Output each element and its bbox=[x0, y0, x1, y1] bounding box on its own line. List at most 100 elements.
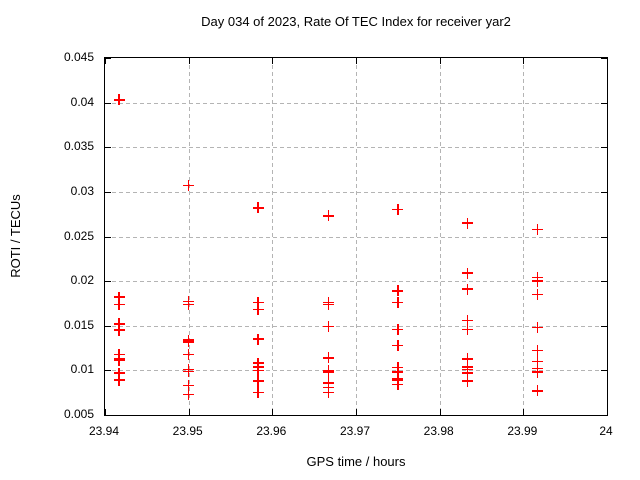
y-tick-label: 0.015 bbox=[63, 317, 94, 332]
y-tick-label: 0.005 bbox=[63, 407, 94, 421]
x-tick-label: 24 bbox=[599, 424, 613, 438]
data-point bbox=[183, 365, 195, 377]
x-tick-mark bbox=[439, 409, 441, 415]
data-point bbox=[252, 297, 264, 309]
data-point bbox=[532, 275, 544, 287]
data-point bbox=[461, 267, 473, 279]
data-point bbox=[252, 375, 264, 387]
x-tick-mark bbox=[607, 58, 608, 64]
data-point bbox=[532, 223, 544, 235]
data-point bbox=[392, 366, 404, 378]
y-tick-mark bbox=[601, 415, 607, 416]
x-tick-mark bbox=[356, 409, 357, 415]
data-point bbox=[532, 322, 544, 334]
y-tick-mark bbox=[601, 325, 607, 327]
data-point bbox=[113, 291, 125, 303]
y-tick-label: 0.04 bbox=[70, 94, 94, 109]
x-gridline bbox=[272, 58, 274, 415]
x-tick-mark bbox=[272, 409, 274, 415]
data-point bbox=[461, 375, 473, 387]
data-point bbox=[113, 318, 125, 330]
data-point bbox=[532, 289, 544, 300]
data-point bbox=[322, 210, 334, 222]
y-tick-mark bbox=[105, 191, 111, 193]
x-tick-label: 23.95 bbox=[172, 424, 203, 438]
y-tick-label: 0.01 bbox=[70, 362, 94, 377]
data-point bbox=[461, 353, 473, 365]
data-point bbox=[322, 321, 334, 333]
x-gridline bbox=[356, 58, 357, 415]
x-tick-label: 23.96 bbox=[256, 424, 287, 438]
data-point bbox=[113, 324, 125, 336]
x-tick-mark bbox=[523, 409, 525, 415]
x-tick-mark bbox=[105, 58, 106, 64]
data-point bbox=[252, 202, 264, 214]
y-tick-mark bbox=[601, 281, 607, 283]
data-point bbox=[252, 333, 264, 345]
plot-area bbox=[104, 57, 608, 416]
x-tick-label: 23.99 bbox=[507, 424, 538, 438]
y-tick-mark bbox=[105, 325, 111, 327]
x-tick-label: 23.94 bbox=[88, 424, 120, 438]
x-axis-label: GPS time / hours bbox=[306, 454, 406, 469]
y-tick-label: 0.045 bbox=[63, 50, 94, 64]
x-tick-mark bbox=[272, 58, 274, 64]
x-tick-mark bbox=[188, 409, 190, 415]
data-point bbox=[461, 283, 473, 295]
y-tick-mark bbox=[601, 102, 607, 104]
data-point bbox=[113, 367, 125, 379]
data-point bbox=[322, 387, 334, 399]
data-point bbox=[392, 379, 404, 391]
data-point bbox=[113, 374, 125, 386]
data-point bbox=[113, 94, 125, 106]
x-tick-mark bbox=[523, 58, 525, 64]
data-point bbox=[322, 352, 334, 364]
y-tick-mark bbox=[105, 102, 111, 104]
data-point bbox=[322, 298, 334, 310]
x-tick-label: 23.97 bbox=[339, 424, 371, 438]
y-tick-mark bbox=[105, 281, 111, 283]
y-tick-mark bbox=[601, 58, 607, 59]
y-tick-mark bbox=[105, 58, 111, 59]
y-tick-mark bbox=[105, 415, 111, 416]
data-point bbox=[183, 298, 195, 310]
data-point bbox=[461, 217, 473, 229]
y-tick-label: 0.02 bbox=[70, 273, 94, 288]
y-tick-label: 0.03 bbox=[70, 183, 94, 198]
data-point bbox=[183, 348, 195, 360]
x-gridline bbox=[188, 58, 190, 415]
data-point bbox=[183, 180, 195, 192]
data-point bbox=[113, 298, 125, 310]
data-point bbox=[532, 355, 544, 367]
data-point bbox=[113, 355, 125, 367]
x-tick-mark bbox=[439, 58, 441, 64]
x-gridline bbox=[439, 58, 441, 415]
data-point bbox=[532, 366, 544, 378]
data-point bbox=[392, 204, 404, 216]
y-tick-mark bbox=[601, 147, 607, 149]
data-point bbox=[392, 339, 404, 351]
data-point bbox=[392, 297, 404, 309]
x-tick-label: 23.98 bbox=[423, 424, 454, 438]
y-tick-label: 0.025 bbox=[63, 228, 94, 243]
y-tick-label: 0.035 bbox=[63, 139, 94, 154]
data-point bbox=[183, 380, 195, 392]
y-tick-mark bbox=[601, 236, 607, 238]
x-gridline bbox=[523, 58, 525, 415]
x-tick-mark bbox=[607, 409, 608, 415]
y-tick-mark bbox=[105, 370, 111, 372]
data-point bbox=[183, 388, 195, 400]
x-tick-mark bbox=[356, 58, 357, 64]
data-point bbox=[252, 364, 264, 376]
y-tick-mark bbox=[105, 147, 111, 149]
chart-title: Day 034 of 2023, Rate Of TEC Index for r… bbox=[201, 14, 511, 29]
data-point bbox=[392, 285, 404, 297]
data-point bbox=[461, 314, 473, 326]
data-point bbox=[461, 323, 473, 335]
data-point bbox=[461, 367, 473, 379]
y-tick-mark bbox=[105, 236, 111, 238]
data-point bbox=[252, 304, 264, 316]
y-tick-mark bbox=[601, 370, 607, 372]
data-point bbox=[532, 385, 544, 397]
